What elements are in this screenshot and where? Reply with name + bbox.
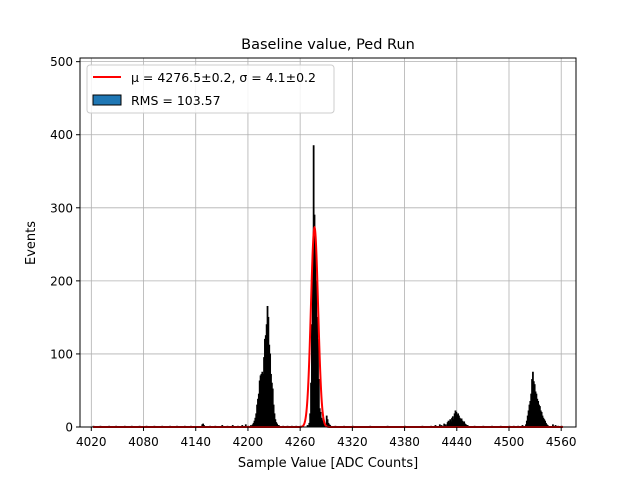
x-axis-label: Sample Value [ADC Counts] <box>238 456 418 471</box>
y-tick-label: 0 <box>65 421 73 435</box>
x-axis: 4020 4080 4140 4200 4260 4320 4380 4440 4500 4560 <box>76 427 576 449</box>
y-tick-label: 400 <box>50 128 73 142</box>
y-tick-label: 200 <box>50 274 73 288</box>
plot-background <box>80 58 576 427</box>
x-tick-label: 4080 <box>128 435 159 449</box>
y-axis: 0 100 200 300 400 500 <box>50 55 80 435</box>
legend-fit-label: μ = 4276.5±0.2, σ = 4.1±0.2 <box>131 70 316 85</box>
x-tick-label: 4380 <box>389 435 420 449</box>
legend-histogram-swatch <box>92 94 122 106</box>
legend-histogram-label: RMS = 103.57 <box>131 93 221 108</box>
chart-title: Baseline value, Ped Run <box>241 37 415 53</box>
x-tick-label: 4020 <box>76 435 107 449</box>
x-tick-label: 4440 <box>442 435 473 449</box>
x-tick-label: 4320 <box>337 435 368 449</box>
x-tick-label: 4260 <box>285 435 316 449</box>
x-tick-label: 4200 <box>233 435 264 449</box>
x-tick-label: 4140 <box>180 435 211 449</box>
y-axis-label: Events <box>24 221 39 265</box>
legend-box <box>86 64 335 114</box>
plot-area <box>79 57 577 428</box>
x-tick-label: 4500 <box>494 435 525 449</box>
y-tick-label: 300 <box>50 201 73 215</box>
x-tick-label: 4560 <box>546 435 577 449</box>
legend: μ = 4276.5±0.2, σ = 4.1±0.2 RMS = 103.57 <box>86 64 335 114</box>
y-tick-label: 100 <box>50 347 73 361</box>
y-tick-label: 500 <box>50 55 73 69</box>
plot-frame <box>79 57 577 428</box>
